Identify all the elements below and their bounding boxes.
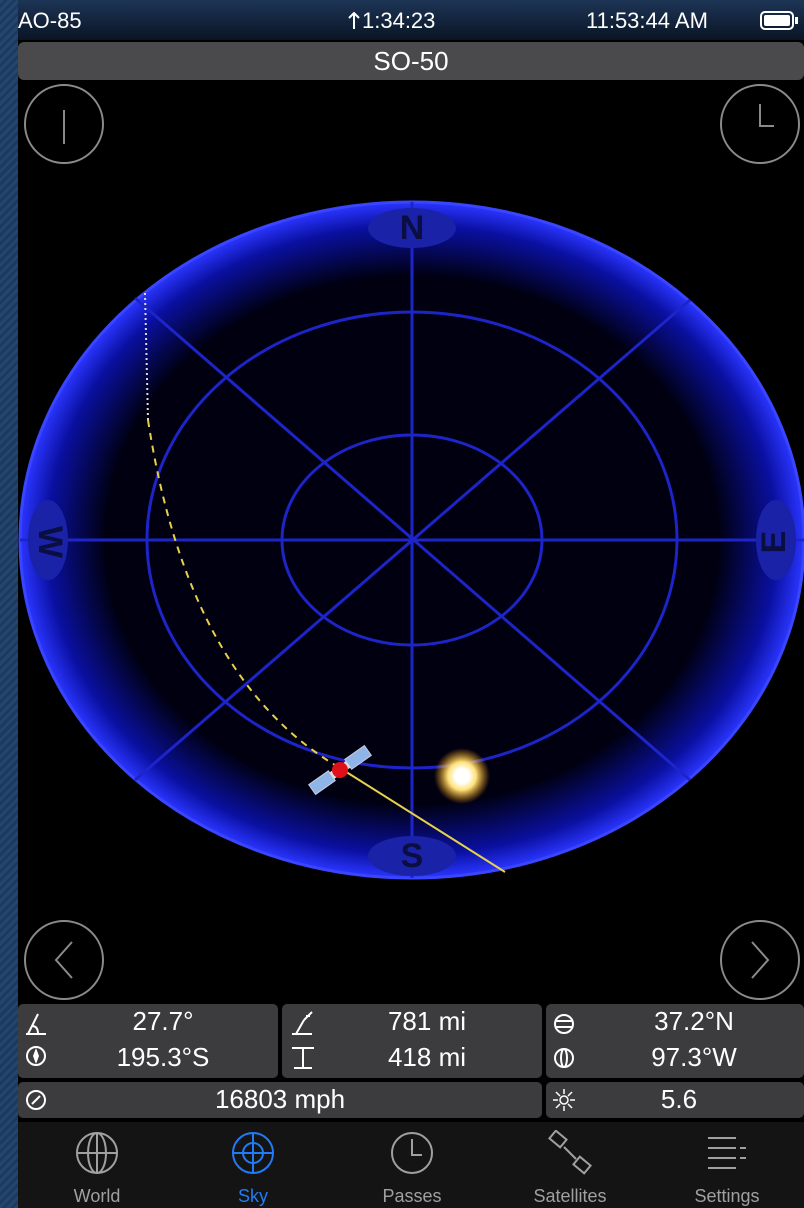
- tab[interactable]: World: [19, 1122, 175, 1208]
- tab[interactable]: Settings: [649, 1122, 804, 1208]
- sky-plot: N S W E: [18, 80, 804, 1000]
- settings-icon: [704, 1130, 750, 1176]
- sun: [434, 748, 490, 804]
- latitude-longitude-icons: [552, 1010, 576, 1072]
- latitude: 37.2°N: [584, 1006, 804, 1037]
- elevation-azimuth-icons: [24, 1010, 48, 1072]
- range-altitude-cell: 781 mi 418 mi: [282, 1004, 542, 1078]
- tab[interactable]: Satellites: [492, 1122, 648, 1208]
- azimuth: 195.3°S: [48, 1042, 278, 1073]
- compass-south: S: [401, 837, 424, 875]
- compass-west: W: [31, 526, 69, 559]
- tab-label: Sky: [175, 1186, 331, 1207]
- latitude-longitude-cell: 37.2°N 97.3°W: [546, 1004, 804, 1078]
- world-icon: [74, 1130, 120, 1176]
- tab[interactable]: Sky: [175, 1122, 331, 1208]
- satellite-title-bar[interactable]: SO-50: [18, 42, 804, 80]
- compass-grid: N S W E: [20, 202, 804, 878]
- speed-cell: 16803 mph: [18, 1082, 542, 1118]
- elevation: 27.7°: [48, 1006, 278, 1037]
- magnitude-cell: 5.6: [546, 1082, 804, 1118]
- previous-button[interactable]: [25, 921, 103, 999]
- status-countdown: 1:34:23: [362, 8, 435, 34]
- up-arrow-icon: [348, 12, 360, 30]
- page: AO-85 1:34:23 11:53:44 AM SO-50: [0, 0, 804, 1208]
- status-satellite: AO-85: [18, 8, 82, 34]
- speed: 16803 mph: [18, 1084, 542, 1115]
- magnitude: 5.6: [554, 1084, 804, 1115]
- range: 781 mi: [312, 1006, 542, 1037]
- elevation-azimuth-cell: 27.7° 195.3°S: [18, 1004, 278, 1078]
- satellite-title: SO-50: [373, 46, 448, 76]
- tab-label: Passes: [334, 1186, 490, 1207]
- compass-east: E: [755, 531, 793, 554]
- tab-label: World: [19, 1186, 175, 1207]
- status-bar: AO-85 1:34:23 11:53:44 AM: [18, 0, 804, 40]
- passes-icon: [389, 1130, 435, 1176]
- altitude: 418 mi: [312, 1042, 542, 1073]
- tab-bar: World Sky Passes Satellites Settings: [18, 1122, 804, 1208]
- status-clock: 11:53:44 AM: [586, 8, 708, 34]
- sky-icon: [230, 1130, 276, 1176]
- tab-label: Settings: [649, 1186, 804, 1207]
- phone-screen: AO-85 1:34:23 11:53:44 AM SO-50: [18, 0, 804, 1208]
- longitude: 97.3°W: [584, 1042, 804, 1073]
- tab-label: Satellites: [492, 1186, 648, 1207]
- compass-north: N: [400, 209, 425, 247]
- next-button[interactable]: [721, 921, 799, 999]
- satellite-position: [332, 762, 348, 778]
- tab[interactable]: Passes: [334, 1122, 490, 1208]
- satellites-icon: [547, 1130, 593, 1176]
- battery-icon: [760, 11, 800, 31]
